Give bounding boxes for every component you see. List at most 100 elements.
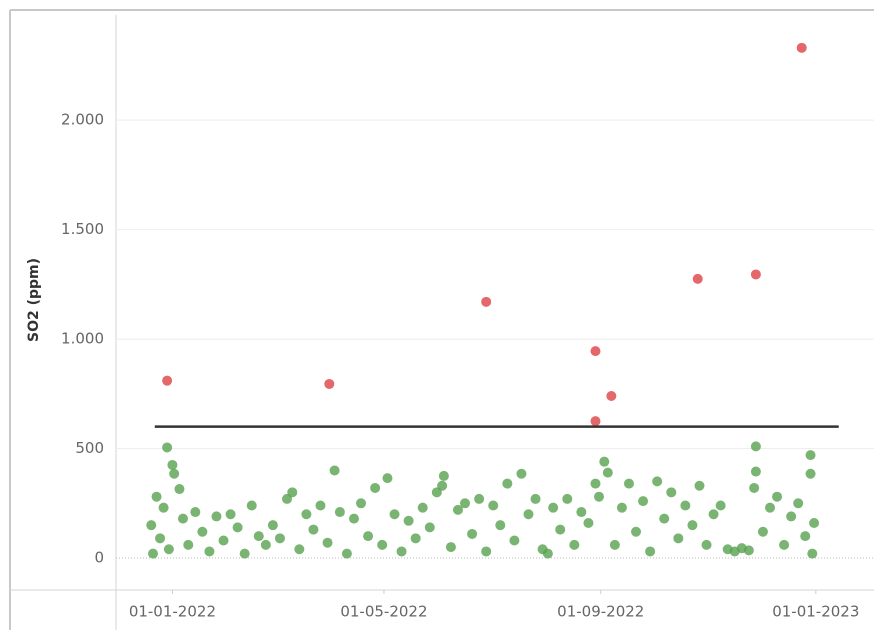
- point: [606, 390, 617, 401]
- point: [488, 500, 499, 511]
- point: [294, 544, 305, 555]
- point: [809, 517, 820, 528]
- point: [481, 296, 492, 307]
- point: [174, 484, 185, 495]
- point: [155, 533, 166, 544]
- point: [692, 273, 703, 284]
- point: [183, 539, 194, 550]
- x-tick-label: 01-09-2022: [557, 603, 644, 621]
- point: [481, 546, 492, 557]
- point: [548, 502, 559, 513]
- point: [177, 513, 188, 524]
- point: [594, 491, 605, 502]
- point: [743, 545, 754, 556]
- point: [370, 482, 381, 493]
- point: [315, 500, 326, 511]
- point: [631, 526, 642, 537]
- point: [246, 500, 257, 511]
- point: [680, 500, 691, 511]
- point: [786, 511, 797, 522]
- point: [542, 548, 553, 559]
- point: [218, 535, 229, 546]
- point: [239, 548, 250, 559]
- x-tick-label: 01-01-2022: [129, 603, 216, 621]
- point: [523, 509, 534, 520]
- point: [452, 504, 463, 515]
- point: [555, 524, 566, 535]
- point: [424, 522, 435, 533]
- y-axis-label: SO2 (ppm): [26, 258, 42, 342]
- y-tick-label: 1.000: [61, 330, 104, 348]
- point: [151, 491, 162, 502]
- point: [324, 378, 335, 389]
- point: [474, 493, 485, 504]
- y-tick-label: 1.500: [61, 220, 104, 238]
- y-tick-label: 0: [94, 549, 104, 567]
- point: [805, 468, 816, 479]
- point: [750, 441, 761, 452]
- point: [341, 548, 352, 559]
- point: [437, 480, 448, 491]
- point: [382, 473, 393, 484]
- point: [750, 466, 761, 477]
- point: [701, 539, 712, 550]
- point: [590, 478, 601, 489]
- point: [322, 537, 333, 548]
- point: [623, 478, 634, 489]
- point: [232, 522, 243, 533]
- point: [146, 520, 157, 531]
- point: [616, 502, 627, 513]
- point: [287, 487, 298, 498]
- point: [659, 513, 670, 524]
- point: [334, 507, 345, 518]
- y-tick-label: 500: [75, 439, 104, 457]
- point: [749, 482, 760, 493]
- point: [757, 526, 768, 537]
- point: [645, 546, 656, 557]
- point: [162, 442, 173, 453]
- point: [169, 468, 180, 479]
- point: [569, 539, 580, 550]
- point: [225, 509, 236, 520]
- point: [148, 548, 159, 559]
- point: [389, 509, 400, 520]
- point: [807, 548, 818, 559]
- point: [260, 539, 271, 550]
- point: [516, 468, 527, 479]
- point: [590, 416, 601, 427]
- point: [274, 533, 285, 544]
- point: [694, 480, 705, 491]
- point: [750, 269, 761, 280]
- point: [715, 500, 726, 511]
- point: [396, 546, 407, 557]
- point: [377, 539, 388, 550]
- point: [602, 467, 613, 478]
- point: [190, 507, 201, 518]
- point: [772, 491, 783, 502]
- point: [329, 465, 340, 476]
- point: [502, 478, 513, 489]
- point: [509, 535, 520, 546]
- point: [599, 456, 610, 467]
- point: [301, 509, 312, 520]
- point: [562, 493, 573, 504]
- point: [204, 546, 215, 557]
- point: [363, 531, 374, 542]
- point: [403, 515, 414, 526]
- point: [796, 42, 807, 53]
- point: [467, 528, 478, 539]
- point: [417, 502, 428, 513]
- point: [673, 533, 684, 544]
- point: [638, 496, 649, 507]
- point: [779, 539, 790, 550]
- point: [652, 476, 663, 487]
- point: [708, 509, 719, 520]
- point: [445, 542, 456, 553]
- point: [583, 517, 594, 528]
- point: [460, 498, 471, 509]
- point: [211, 511, 222, 522]
- point: [805, 450, 816, 461]
- point: [158, 502, 169, 513]
- point: [609, 539, 620, 550]
